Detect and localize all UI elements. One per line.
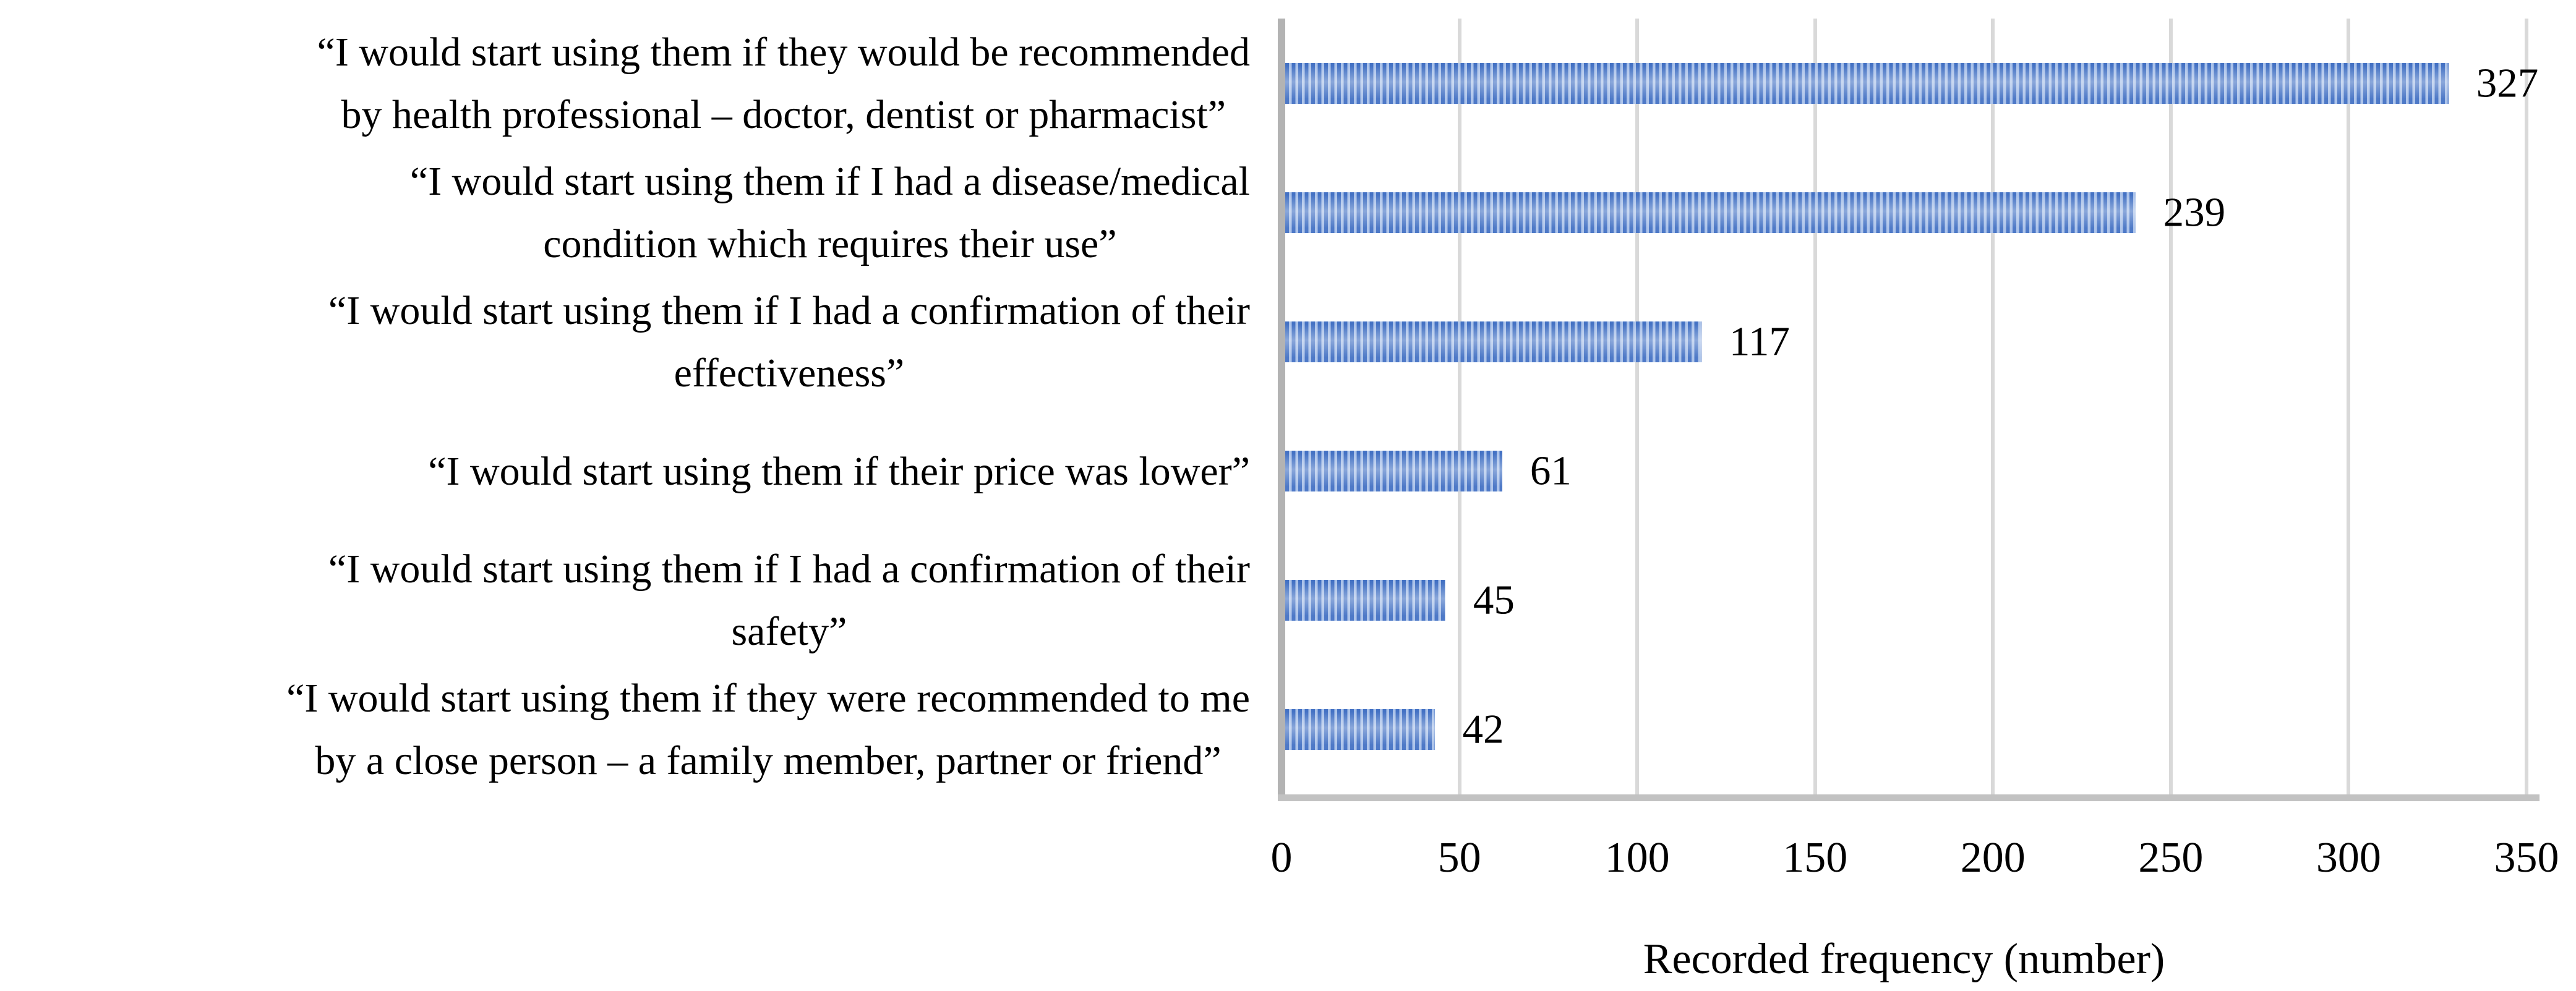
gridline-200 (1991, 19, 1995, 794)
value-label: 239 (2163, 189, 2226, 236)
category-label: “I would start using them if they were r… (286, 676, 1250, 784)
bar (1285, 321, 1701, 362)
value-label: 61 (1530, 448, 1572, 494)
category-label: “I would start using them if I had a con… (328, 547, 1250, 655)
x-axis-title: Recorded frequency (number) (1643, 935, 2165, 983)
category-slot: “I would start using them if I had a con… (0, 277, 1259, 406)
value-label: 45 (1473, 577, 1515, 623)
gridline-150 (1813, 19, 1817, 794)
gridline-350 (2525, 19, 2528, 794)
x-tick-label: 250 (2138, 834, 2204, 882)
bar-row: 61 (1285, 407, 2530, 536)
x-tick-label: 200 (1960, 834, 2026, 882)
gridline-50 (1457, 19, 1461, 794)
x-tick-label: 100 (1604, 834, 1670, 882)
category-label: “I would start using them if I had a dis… (409, 158, 1250, 266)
bar-row: 45 (1285, 536, 2530, 665)
bar (1285, 580, 1445, 621)
category-slot: “I would start using them if they would … (0, 19, 1259, 148)
gridline-300 (2347, 19, 2351, 794)
category-label: “I would start using them if their price… (428, 448, 1250, 494)
x-tick-label: 150 (1782, 834, 1848, 882)
bar (1285, 192, 2136, 233)
category-slot: “I would start using them if I had a con… (0, 536, 1259, 665)
x-tick-label: 50 (1437, 834, 1481, 882)
bar (1285, 709, 1435, 751)
plot-area: 327 239 117 61 (1282, 19, 2538, 794)
gridline-250 (2168, 19, 2173, 794)
bar (1285, 451, 1502, 492)
x-tick-label: 300 (2316, 834, 2381, 882)
gridline-100 (1635, 19, 1640, 794)
y-axis-line (1278, 19, 1285, 801)
x-axis-line (1278, 794, 2540, 801)
category-slot: “I would start using them if they were r… (0, 665, 1259, 794)
category-slot: “I would start using them if I had a dis… (0, 148, 1259, 277)
bar-row: 239 (1285, 148, 2530, 277)
category-slot: “I would start using them if their price… (0, 407, 1259, 536)
x-tick-label: 0 (1270, 834, 1293, 882)
bar-series: 327 239 117 61 (1285, 19, 2538, 794)
value-label: 327 (2476, 60, 2539, 106)
value-label: 42 (1462, 706, 1504, 752)
bar-row: 42 (1285, 665, 2530, 794)
x-tick-label: 350 (2494, 834, 2559, 882)
value-label: 117 (1729, 318, 1790, 365)
category-label: “I would start using them if I had a con… (328, 287, 1250, 396)
category-label: “I would start using them if they would … (317, 29, 1250, 137)
bar-row: 117 (1285, 277, 2530, 406)
bar (1285, 62, 2449, 104)
x-axis-ticks: 0 50 100 150 200 250 300 350 (1271, 833, 2559, 889)
category-axis: “I would start using them if they would … (0, 19, 1259, 794)
bar-row: 327 (1285, 19, 2538, 148)
